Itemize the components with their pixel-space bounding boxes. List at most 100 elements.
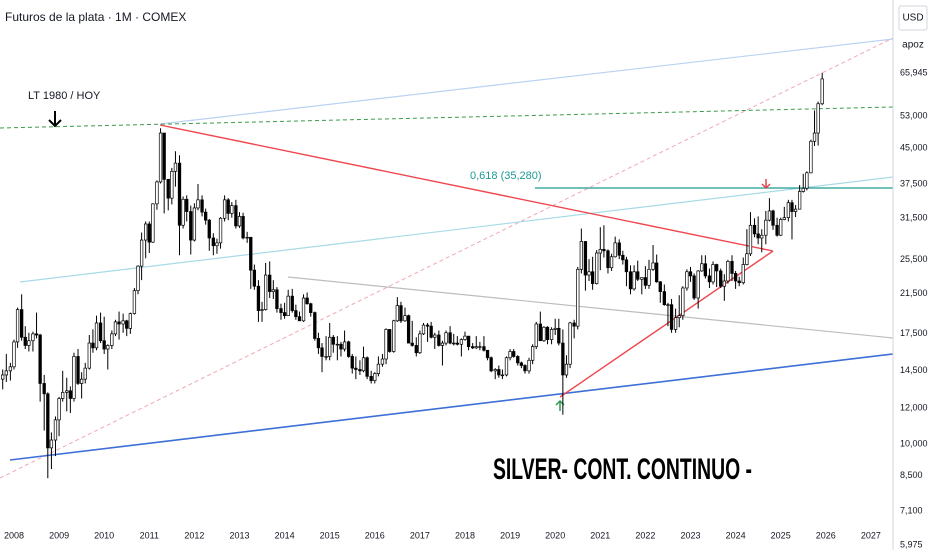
x-tick-label: 2018 bbox=[455, 530, 475, 540]
candle-body bbox=[421, 324, 426, 335]
candle-body bbox=[677, 315, 681, 319]
candle-body bbox=[692, 275, 696, 299]
candle-body bbox=[83, 367, 87, 380]
candle-body bbox=[613, 242, 617, 258]
candle-body bbox=[46, 393, 50, 449]
candle-body bbox=[809, 140, 813, 174]
candle-body bbox=[249, 236, 253, 271]
candle-body bbox=[158, 132, 163, 183]
trend-line bbox=[159, 38, 894, 125]
y-tick-label: 5,975 bbox=[900, 540, 923, 550]
candle-body bbox=[234, 205, 238, 227]
candle-body bbox=[455, 342, 459, 345]
candle-body bbox=[185, 198, 189, 212]
candle-body bbox=[433, 334, 437, 338]
candle-body bbox=[324, 356, 328, 358]
y-tick-label: 45,000 bbox=[900, 143, 928, 153]
candle-body bbox=[151, 203, 155, 243]
candle-body bbox=[313, 312, 317, 339]
candle-body bbox=[189, 211, 193, 241]
x-tick-label: 2010 bbox=[94, 530, 114, 540]
candle-body bbox=[335, 343, 340, 346]
candle-body bbox=[519, 362, 524, 366]
candle-body bbox=[271, 289, 275, 292]
trend-line bbox=[19, 176, 894, 283]
annotation: 0,618 (35,280) bbox=[470, 170, 542, 182]
candle-body bbox=[222, 199, 227, 219]
currency-box[interactable] bbox=[898, 5, 928, 31]
candle-body bbox=[147, 223, 151, 243]
candle-body bbox=[410, 342, 414, 346]
candle-body bbox=[812, 132, 817, 142]
candle-body bbox=[256, 285, 261, 311]
candle-body bbox=[294, 310, 298, 318]
candle-body bbox=[666, 304, 670, 306]
candle-body bbox=[211, 237, 215, 247]
candle-body bbox=[609, 256, 614, 269]
candle-body bbox=[121, 320, 125, 325]
candle-body bbox=[628, 271, 633, 290]
candle-body bbox=[726, 261, 730, 282]
x-tick-label: 2020 bbox=[545, 530, 565, 540]
candle-body bbox=[595, 252, 599, 284]
candle-body bbox=[485, 349, 490, 359]
candle-body bbox=[542, 326, 546, 342]
candle-body bbox=[275, 289, 279, 309]
candle-body bbox=[561, 342, 565, 376]
candle-body bbox=[549, 329, 554, 340]
candle-body bbox=[282, 312, 287, 316]
x-tick-label: 2016 bbox=[365, 530, 385, 540]
candle-body bbox=[192, 207, 197, 241]
arrow-down bbox=[761, 179, 771, 190]
candle-body bbox=[471, 346, 475, 349]
candle-body bbox=[53, 419, 58, 441]
candle-body bbox=[346, 341, 351, 357]
y-tick-label: 25,500 bbox=[900, 254, 928, 264]
candle-body bbox=[621, 254, 625, 261]
candle-body bbox=[500, 374, 505, 377]
y-tick-label: 53,000 bbox=[900, 110, 928, 120]
currency[interactable]: USD bbox=[902, 13, 923, 24]
candle-body bbox=[568, 322, 572, 365]
candle-body bbox=[15, 309, 20, 343]
candle-body bbox=[504, 357, 509, 376]
unit[interactable]: apoz bbox=[902, 40, 924, 51]
candle-body bbox=[459, 339, 464, 345]
candle-body bbox=[102, 340, 106, 350]
candle-body bbox=[27, 340, 31, 346]
x-tick-label: 2023 bbox=[680, 530, 700, 540]
candle-body bbox=[658, 281, 662, 292]
candle-body bbox=[583, 241, 588, 276]
candle-body bbox=[305, 297, 309, 305]
candle-body bbox=[177, 162, 182, 226]
candle-body bbox=[805, 172, 809, 189]
candle-body bbox=[61, 391, 65, 399]
y-tick-label: 14,500 bbox=[900, 365, 928, 375]
candle-body bbox=[12, 341, 16, 368]
candle-body bbox=[301, 297, 306, 322]
candle-body bbox=[624, 259, 629, 273]
x-tick-label: 2027 bbox=[861, 530, 881, 540]
candle-body bbox=[579, 241, 584, 270]
y-tick-label: 10,000 bbox=[900, 438, 928, 448]
candle-body bbox=[170, 170, 174, 199]
candle-body bbox=[681, 287, 685, 316]
candle-body bbox=[756, 233, 760, 239]
candle-body bbox=[354, 367, 358, 370]
candle-body bbox=[598, 248, 602, 254]
x-tick-label: 2012 bbox=[184, 530, 204, 540]
candle-body bbox=[91, 342, 95, 349]
candle-body bbox=[437, 334, 441, 346]
candle-body bbox=[34, 333, 39, 336]
candle-body bbox=[1, 374, 5, 380]
candle-body bbox=[132, 290, 137, 314]
candle-body bbox=[181, 198, 185, 226]
candle-body bbox=[125, 320, 129, 329]
candle-body bbox=[297, 316, 302, 322]
candle-body bbox=[384, 329, 388, 360]
candle-body bbox=[748, 224, 753, 255]
candle-body bbox=[399, 305, 403, 322]
candle-body bbox=[215, 242, 219, 247]
candle-body bbox=[444, 332, 448, 344]
